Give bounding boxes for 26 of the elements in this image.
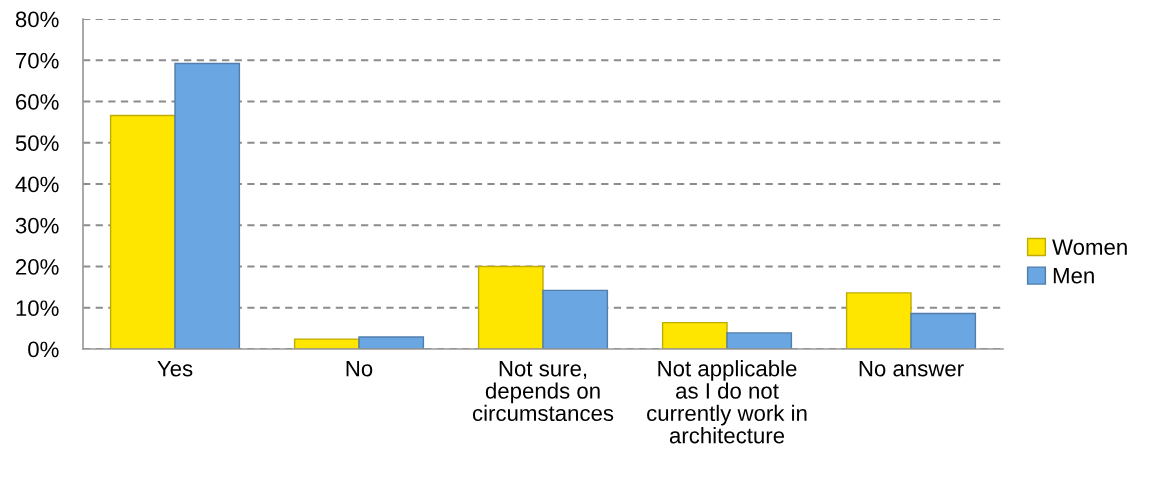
x-tick-label: Not sure, depends on circumstances [472, 360, 614, 422]
y-tick-label: 20% [16, 259, 59, 275]
legend-label: Men [1053, 268, 1094, 284]
y-tick-label: 60% [16, 94, 59, 110]
bar [726, 332, 793, 349]
y-tick-label: 0% [28, 341, 59, 358]
bar [910, 312, 977, 349]
y-tick-label: 40% [15, 176, 59, 193]
bar [174, 62, 241, 349]
bar [542, 289, 609, 349]
bar [109, 114, 176, 349]
bar [477, 265, 544, 349]
legend-label: Women [1052, 239, 1127, 255]
bar [845, 292, 912, 349]
y-tick-label: 80% [15, 11, 59, 28]
bar [358, 336, 425, 349]
bar [661, 321, 728, 349]
y-tick-label: 50% [15, 135, 59, 152]
x-tick-label: No answer [859, 360, 964, 377]
x-tick-label: Not applicable as I do not currently work in architecture [647, 360, 807, 444]
y-tick-label: 30% [15, 217, 59, 234]
y-tick-label: 10% [16, 300, 59, 317]
x-tick-label: Yes [157, 360, 193, 377]
bar [293, 338, 360, 349]
x-tick-label: No [346, 360, 373, 377]
y-tick-label: 70% [16, 52, 59, 69]
